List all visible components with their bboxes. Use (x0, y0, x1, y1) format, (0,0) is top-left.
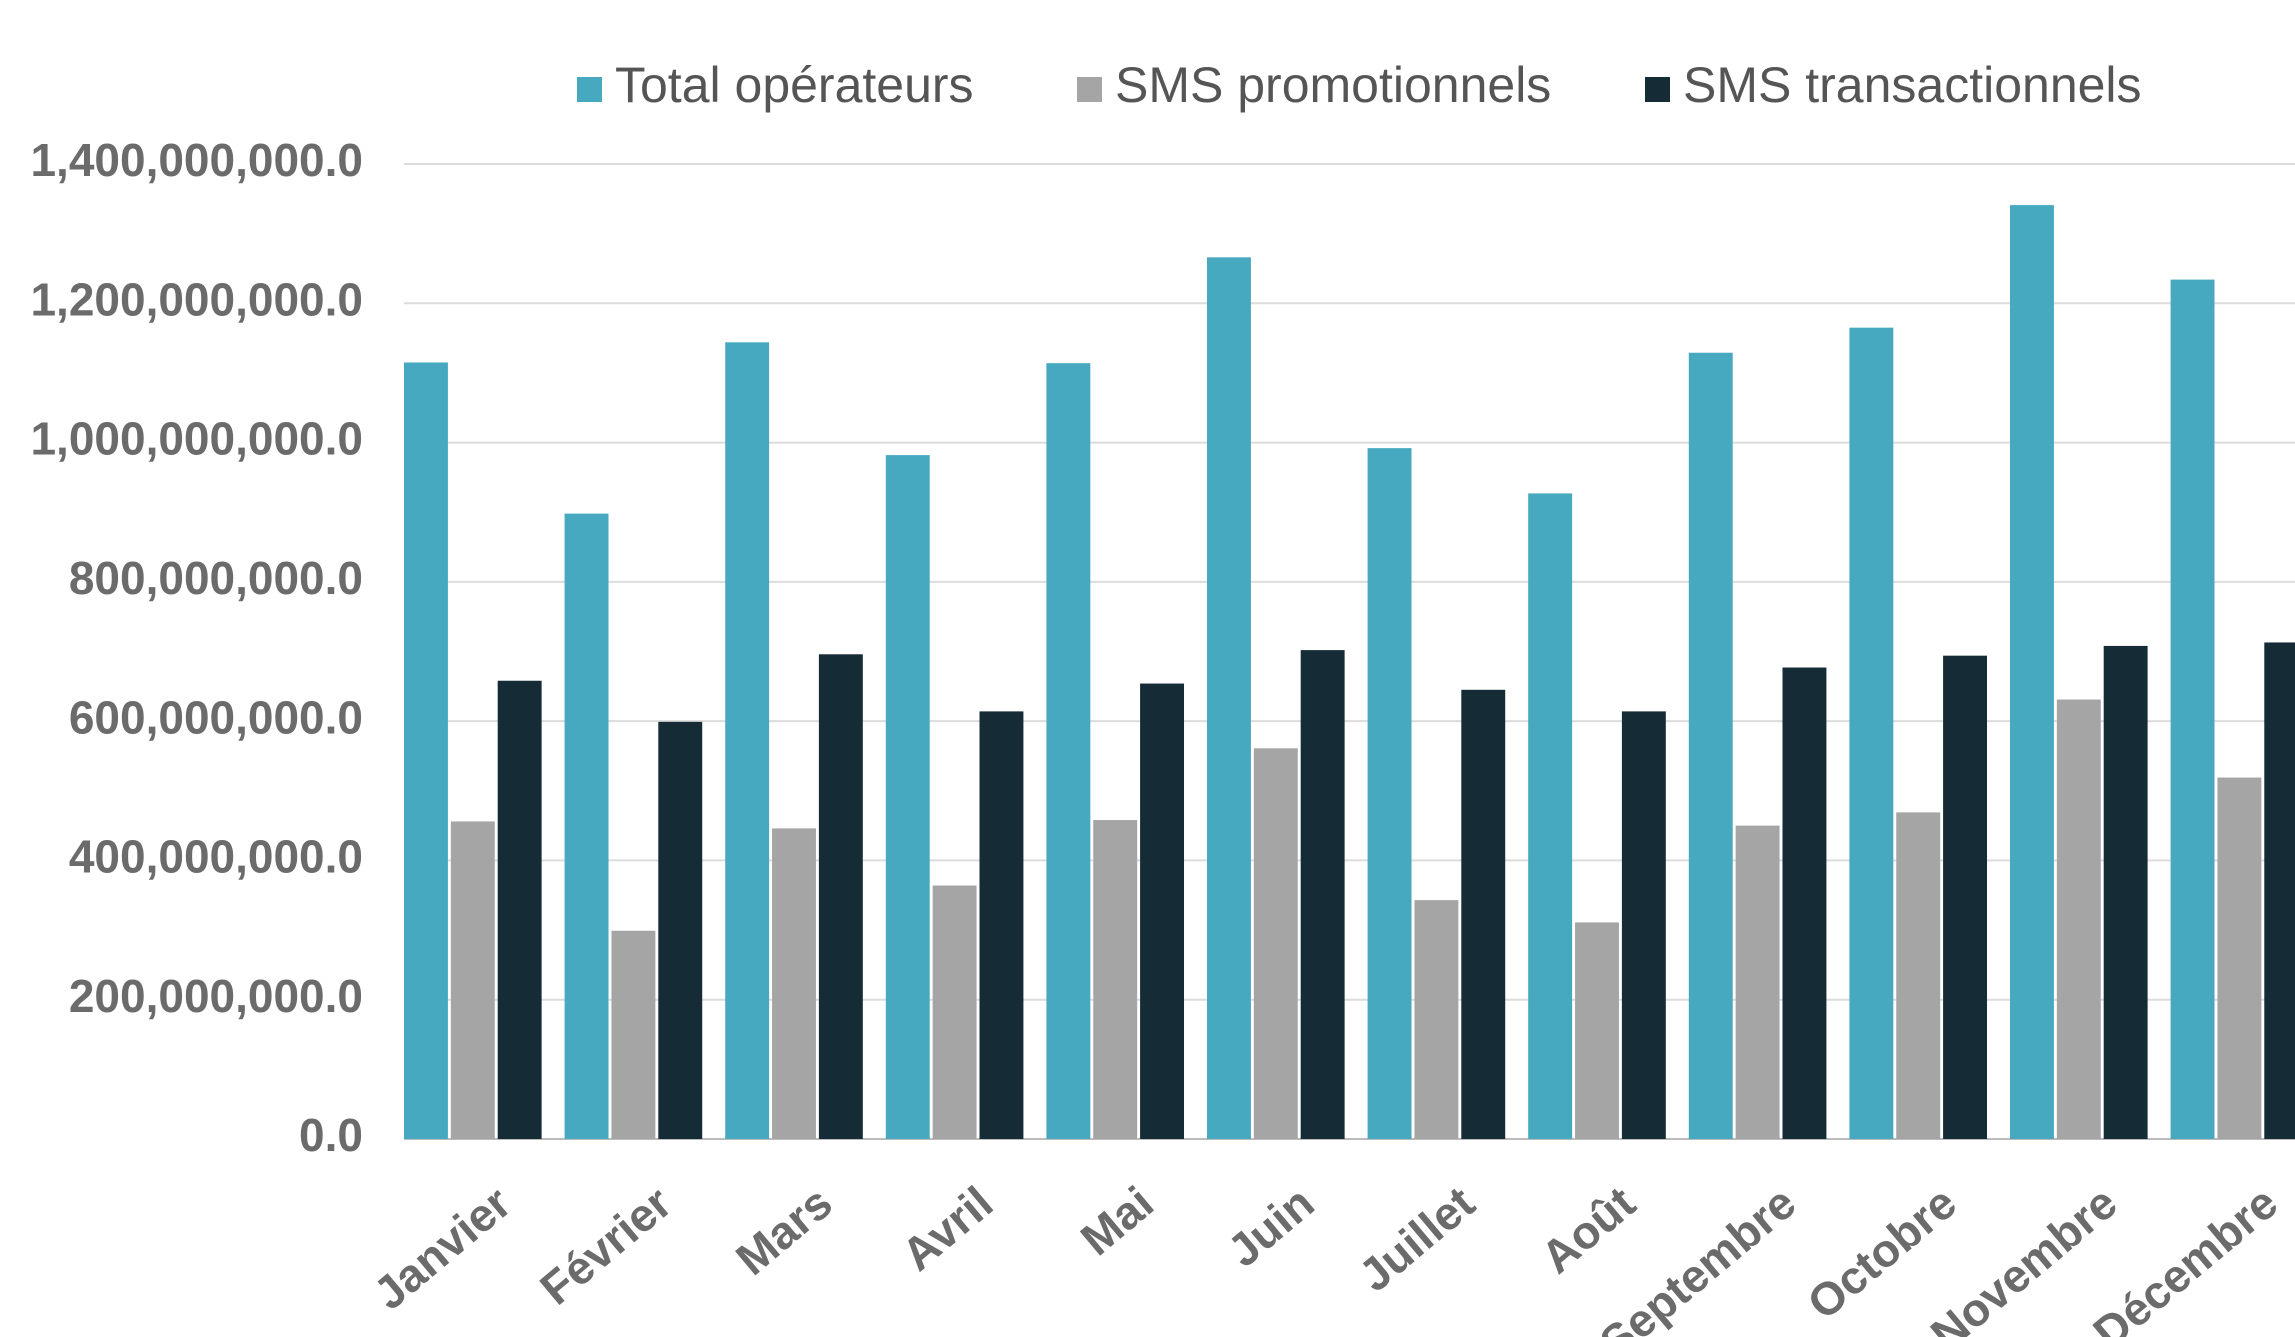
legend-label: SMS promotionnels (1115, 57, 1551, 113)
bar (1621, 711, 1666, 1139)
bar (1575, 922, 1619, 1139)
bar (611, 930, 656, 1139)
legend-swatch (1077, 77, 1102, 102)
y-tick-label: 200,000,000.0 (69, 970, 363, 1022)
bar (497, 680, 542, 1139)
bar (932, 885, 977, 1139)
bar (2217, 777, 2262, 1139)
x-tick-label: Avril (892, 1176, 1002, 1280)
y-tick-label: 400,000,000.0 (69, 831, 363, 883)
bar (2010, 205, 2054, 1139)
bar (885, 455, 930, 1139)
bar (1253, 748, 1298, 1139)
legend-label: Total opérateurs (615, 57, 974, 113)
bar (1896, 812, 1941, 1139)
bar (2264, 642, 2295, 1139)
bar (1093, 820, 1138, 1139)
legend-label: SMS transactionnels (1683, 57, 2142, 113)
bar (725, 342, 770, 1139)
bar (1943, 655, 1988, 1139)
y-tick-label: 600,000,000.0 (69, 691, 363, 743)
bar (1140, 683, 1185, 1139)
x-tick-label: Décembre (2083, 1176, 2287, 1337)
bar (1207, 257, 1251, 1140)
bar (2056, 699, 2101, 1139)
y-tick-label: 1,200,000,000.0 (30, 273, 363, 325)
bar (1461, 689, 1506, 1139)
x-tick-label: Mars (726, 1176, 842, 1285)
x-tick-label: Juin (1218, 1176, 1324, 1277)
bar (2170, 279, 2215, 1139)
x-tick-label: Février (530, 1176, 681, 1315)
legend-swatch (577, 77, 602, 102)
bar (1849, 327, 1894, 1139)
bar (1782, 667, 1827, 1139)
bar (1367, 448, 1412, 1140)
y-tick-label: 1,000,000,000.0 (30, 413, 363, 465)
bar (818, 654, 863, 1139)
y-tick-label: 0.0 (299, 1109, 363, 1161)
y-tick-label: 800,000,000.0 (69, 552, 363, 604)
x-tick-label: Juillet (1349, 1176, 1484, 1301)
x-tick-label: Mai (1071, 1176, 1163, 1265)
bar (1688, 352, 1733, 1139)
bar (1046, 363, 1091, 1139)
bar (1414, 900, 1459, 1139)
y-tick-label: 1,400,000,000.0 (30, 134, 363, 186)
bar (450, 821, 495, 1139)
legend-swatch (1645, 77, 1670, 102)
bar (564, 513, 609, 1139)
bar (1300, 650, 1345, 1139)
bar (1735, 825, 1780, 1139)
bar (404, 362, 448, 1139)
bar (2103, 645, 2148, 1139)
bar (772, 828, 816, 1139)
x-tick-label: Août (1531, 1176, 1645, 1283)
bar (658, 721, 703, 1139)
bar (1528, 493, 1573, 1139)
x-tick-label: Janvier (364, 1176, 521, 1319)
bar (979, 711, 1024, 1139)
